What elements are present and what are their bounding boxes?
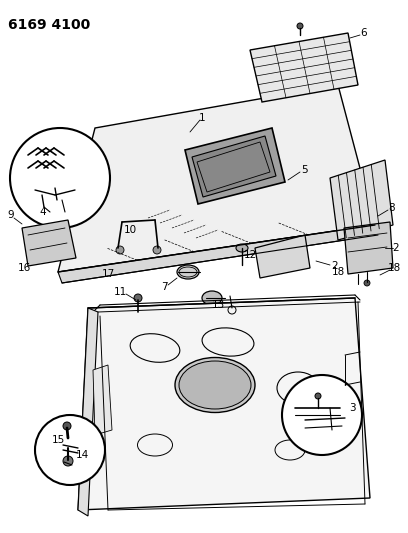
Polygon shape bbox=[78, 308, 98, 516]
Text: 14: 14 bbox=[75, 450, 89, 460]
Text: 5: 5 bbox=[301, 165, 307, 175]
Text: 18: 18 bbox=[331, 267, 345, 277]
Polygon shape bbox=[330, 160, 393, 240]
Ellipse shape bbox=[175, 358, 255, 413]
Polygon shape bbox=[58, 85, 375, 272]
Circle shape bbox=[63, 456, 73, 466]
Text: 7: 7 bbox=[161, 282, 167, 292]
Text: 3: 3 bbox=[349, 403, 355, 413]
Text: 13: 13 bbox=[211, 300, 225, 310]
Polygon shape bbox=[192, 136, 276, 197]
Circle shape bbox=[153, 246, 161, 254]
Polygon shape bbox=[255, 235, 310, 278]
Circle shape bbox=[116, 246, 124, 254]
Polygon shape bbox=[185, 128, 285, 204]
Text: 6169 4100: 6169 4100 bbox=[8, 18, 90, 32]
Circle shape bbox=[10, 128, 110, 228]
Text: 18: 18 bbox=[387, 263, 401, 273]
Ellipse shape bbox=[179, 361, 251, 409]
Text: 11: 11 bbox=[113, 287, 126, 297]
Text: 4: 4 bbox=[40, 207, 47, 217]
Text: 16: 16 bbox=[18, 263, 31, 273]
Ellipse shape bbox=[202, 291, 222, 305]
Text: 8: 8 bbox=[389, 203, 395, 213]
Text: 15: 15 bbox=[51, 435, 64, 445]
Text: 12: 12 bbox=[244, 250, 257, 260]
Ellipse shape bbox=[236, 244, 248, 252]
Text: 17: 17 bbox=[101, 269, 115, 279]
Text: 1: 1 bbox=[199, 113, 205, 123]
Text: 10: 10 bbox=[124, 225, 137, 235]
Circle shape bbox=[297, 23, 303, 29]
Text: 9: 9 bbox=[8, 210, 14, 220]
Circle shape bbox=[282, 375, 362, 455]
Circle shape bbox=[63, 422, 71, 430]
Circle shape bbox=[35, 415, 105, 485]
Circle shape bbox=[315, 393, 321, 399]
Polygon shape bbox=[93, 365, 112, 435]
Ellipse shape bbox=[177, 265, 199, 279]
Polygon shape bbox=[344, 222, 393, 274]
Text: 2: 2 bbox=[332, 261, 338, 271]
Polygon shape bbox=[22, 220, 76, 266]
Circle shape bbox=[364, 280, 370, 286]
Circle shape bbox=[134, 294, 142, 302]
Polygon shape bbox=[250, 33, 358, 102]
Text: 2: 2 bbox=[392, 243, 399, 253]
Polygon shape bbox=[58, 225, 378, 283]
Polygon shape bbox=[78, 298, 370, 510]
Text: 6: 6 bbox=[361, 28, 367, 38]
